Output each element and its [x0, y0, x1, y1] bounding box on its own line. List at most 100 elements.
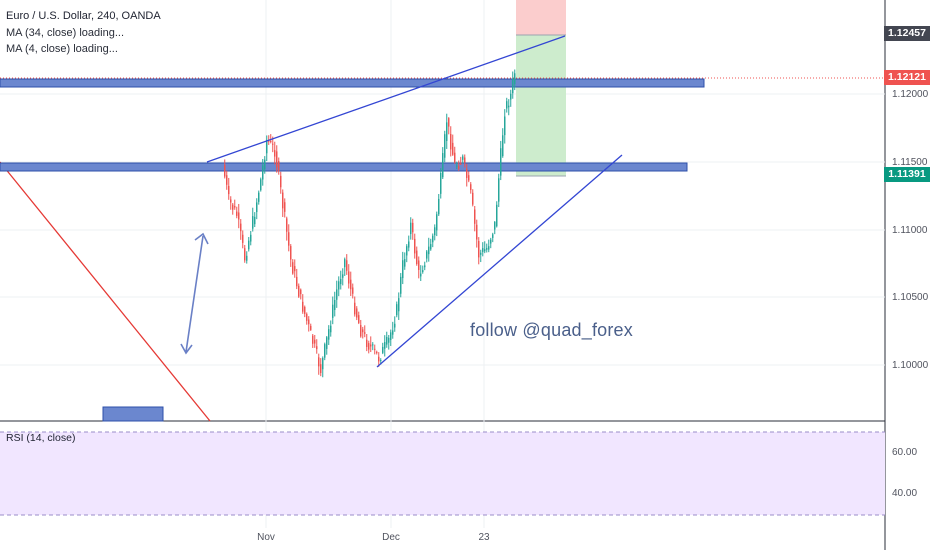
- upper-trendline[interactable]: [206, 35, 566, 163]
- candle-body: [346, 260, 348, 271]
- price-label: 1.11500: [892, 157, 928, 168]
- candle-body: [456, 165, 458, 167]
- time-label: Dec: [382, 532, 400, 543]
- candle-body: [484, 249, 486, 252]
- candle-body: [260, 179, 262, 191]
- candle-body: [236, 211, 238, 216]
- candle-body: [290, 246, 292, 260]
- rsi-label: 40.00: [892, 488, 918, 499]
- candle-body: [406, 246, 408, 256]
- candle-body: [328, 329, 330, 340]
- candle-body: [480, 252, 482, 255]
- candle-body: [414, 238, 416, 254]
- candle-body: [294, 266, 296, 272]
- candle-body: [352, 287, 354, 294]
- candle-body: [482, 248, 484, 252]
- candle-body: [466, 168, 468, 178]
- symbol-title: Euro / U.S. Dollar, 240, OANDA: [6, 10, 161, 22]
- candle-body: [464, 157, 466, 163]
- candle-body: [308, 319, 310, 325]
- candle-body: [370, 344, 372, 347]
- candle-body: [458, 166, 460, 169]
- candle-body: [354, 302, 356, 315]
- time-label: 23: [478, 532, 490, 543]
- candle-body: [310, 325, 312, 330]
- candle-body: [336, 289, 338, 300]
- candle-body: [362, 329, 364, 333]
- candle-body: [438, 198, 440, 215]
- range-arrow[interactable]: [180, 232, 209, 355]
- candle-body: [386, 337, 388, 345]
- price-label: 1.10500: [892, 292, 929, 303]
- candle-body: [340, 279, 342, 285]
- candle-body: [232, 204, 234, 210]
- candle-body: [256, 202, 258, 213]
- candle-body: [284, 202, 286, 212]
- lower-trendline[interactable]: [376, 154, 623, 368]
- support-zone-lower[interactable]: [0, 162, 688, 172]
- candle-body: [246, 255, 248, 261]
- candle-body: [412, 222, 414, 233]
- candle-body: [506, 101, 508, 109]
- candle-body: [376, 351, 378, 354]
- candle-body: [494, 221, 496, 230]
- candle-body: [266, 139, 268, 154]
- candle-body: [334, 299, 336, 310]
- target-price-tag: 1.11391: [884, 167, 930, 182]
- candle-body: [224, 164, 226, 177]
- ma34-legend: MA (34, close) loading...: [6, 27, 125, 39]
- candle-body: [264, 159, 266, 170]
- candle-body: [476, 224, 478, 240]
- small-zone-box[interactable]: [102, 406, 164, 422]
- candle-body: [408, 241, 410, 248]
- candle-body: [388, 337, 390, 343]
- candle-body: [470, 184, 472, 191]
- candle-body: [508, 105, 510, 108]
- candle-body: [374, 348, 376, 350]
- candle-body: [312, 335, 314, 344]
- candle-body: [278, 161, 280, 171]
- candle-body: [454, 152, 456, 163]
- candle-body: [434, 227, 436, 236]
- candle-body: [302, 301, 304, 312]
- candle-body: [320, 364, 322, 374]
- candle-body: [446, 122, 448, 141]
- candle-body: [402, 260, 404, 279]
- candle-body: [322, 358, 324, 370]
- candle-body: [276, 151, 278, 168]
- candle-body: [400, 276, 402, 294]
- candle-body: [390, 332, 392, 340]
- reward-zone[interactable]: [516, 35, 566, 176]
- candlestick-series: [224, 69, 516, 378]
- candle-body: [342, 274, 344, 278]
- candle-body: [440, 173, 442, 194]
- candle-body: [306, 313, 308, 321]
- candle-body: [356, 308, 358, 318]
- candle-body: [500, 148, 502, 176]
- candle-body: [242, 234, 244, 243]
- candle-body: [238, 212, 240, 220]
- candle-body: [396, 304, 398, 316]
- candle-body: [272, 143, 274, 145]
- candle-body: [288, 232, 290, 246]
- candle-body: [460, 163, 462, 165]
- candle-body: [282, 192, 284, 209]
- risk-zone[interactable]: [516, 0, 566, 35]
- candle-body: [474, 209, 476, 224]
- candle-body: [488, 246, 490, 250]
- candle-body: [422, 270, 424, 273]
- candle-body: [366, 339, 368, 347]
- candle-body: [398, 298, 400, 312]
- candle-body: [514, 73, 516, 85]
- red-trendline[interactable]: [0, 161, 211, 422]
- candle-body: [504, 116, 506, 136]
- price-label: 1.12000: [892, 89, 929, 100]
- candle-body: [258, 192, 260, 202]
- candle-body: [358, 315, 360, 323]
- candle-body: [420, 273, 422, 277]
- candle-body: [382, 346, 384, 353]
- resistance-zone-upper[interactable]: [0, 78, 705, 88]
- time-label: Nov: [257, 532, 275, 543]
- candle-body: [496, 204, 498, 227]
